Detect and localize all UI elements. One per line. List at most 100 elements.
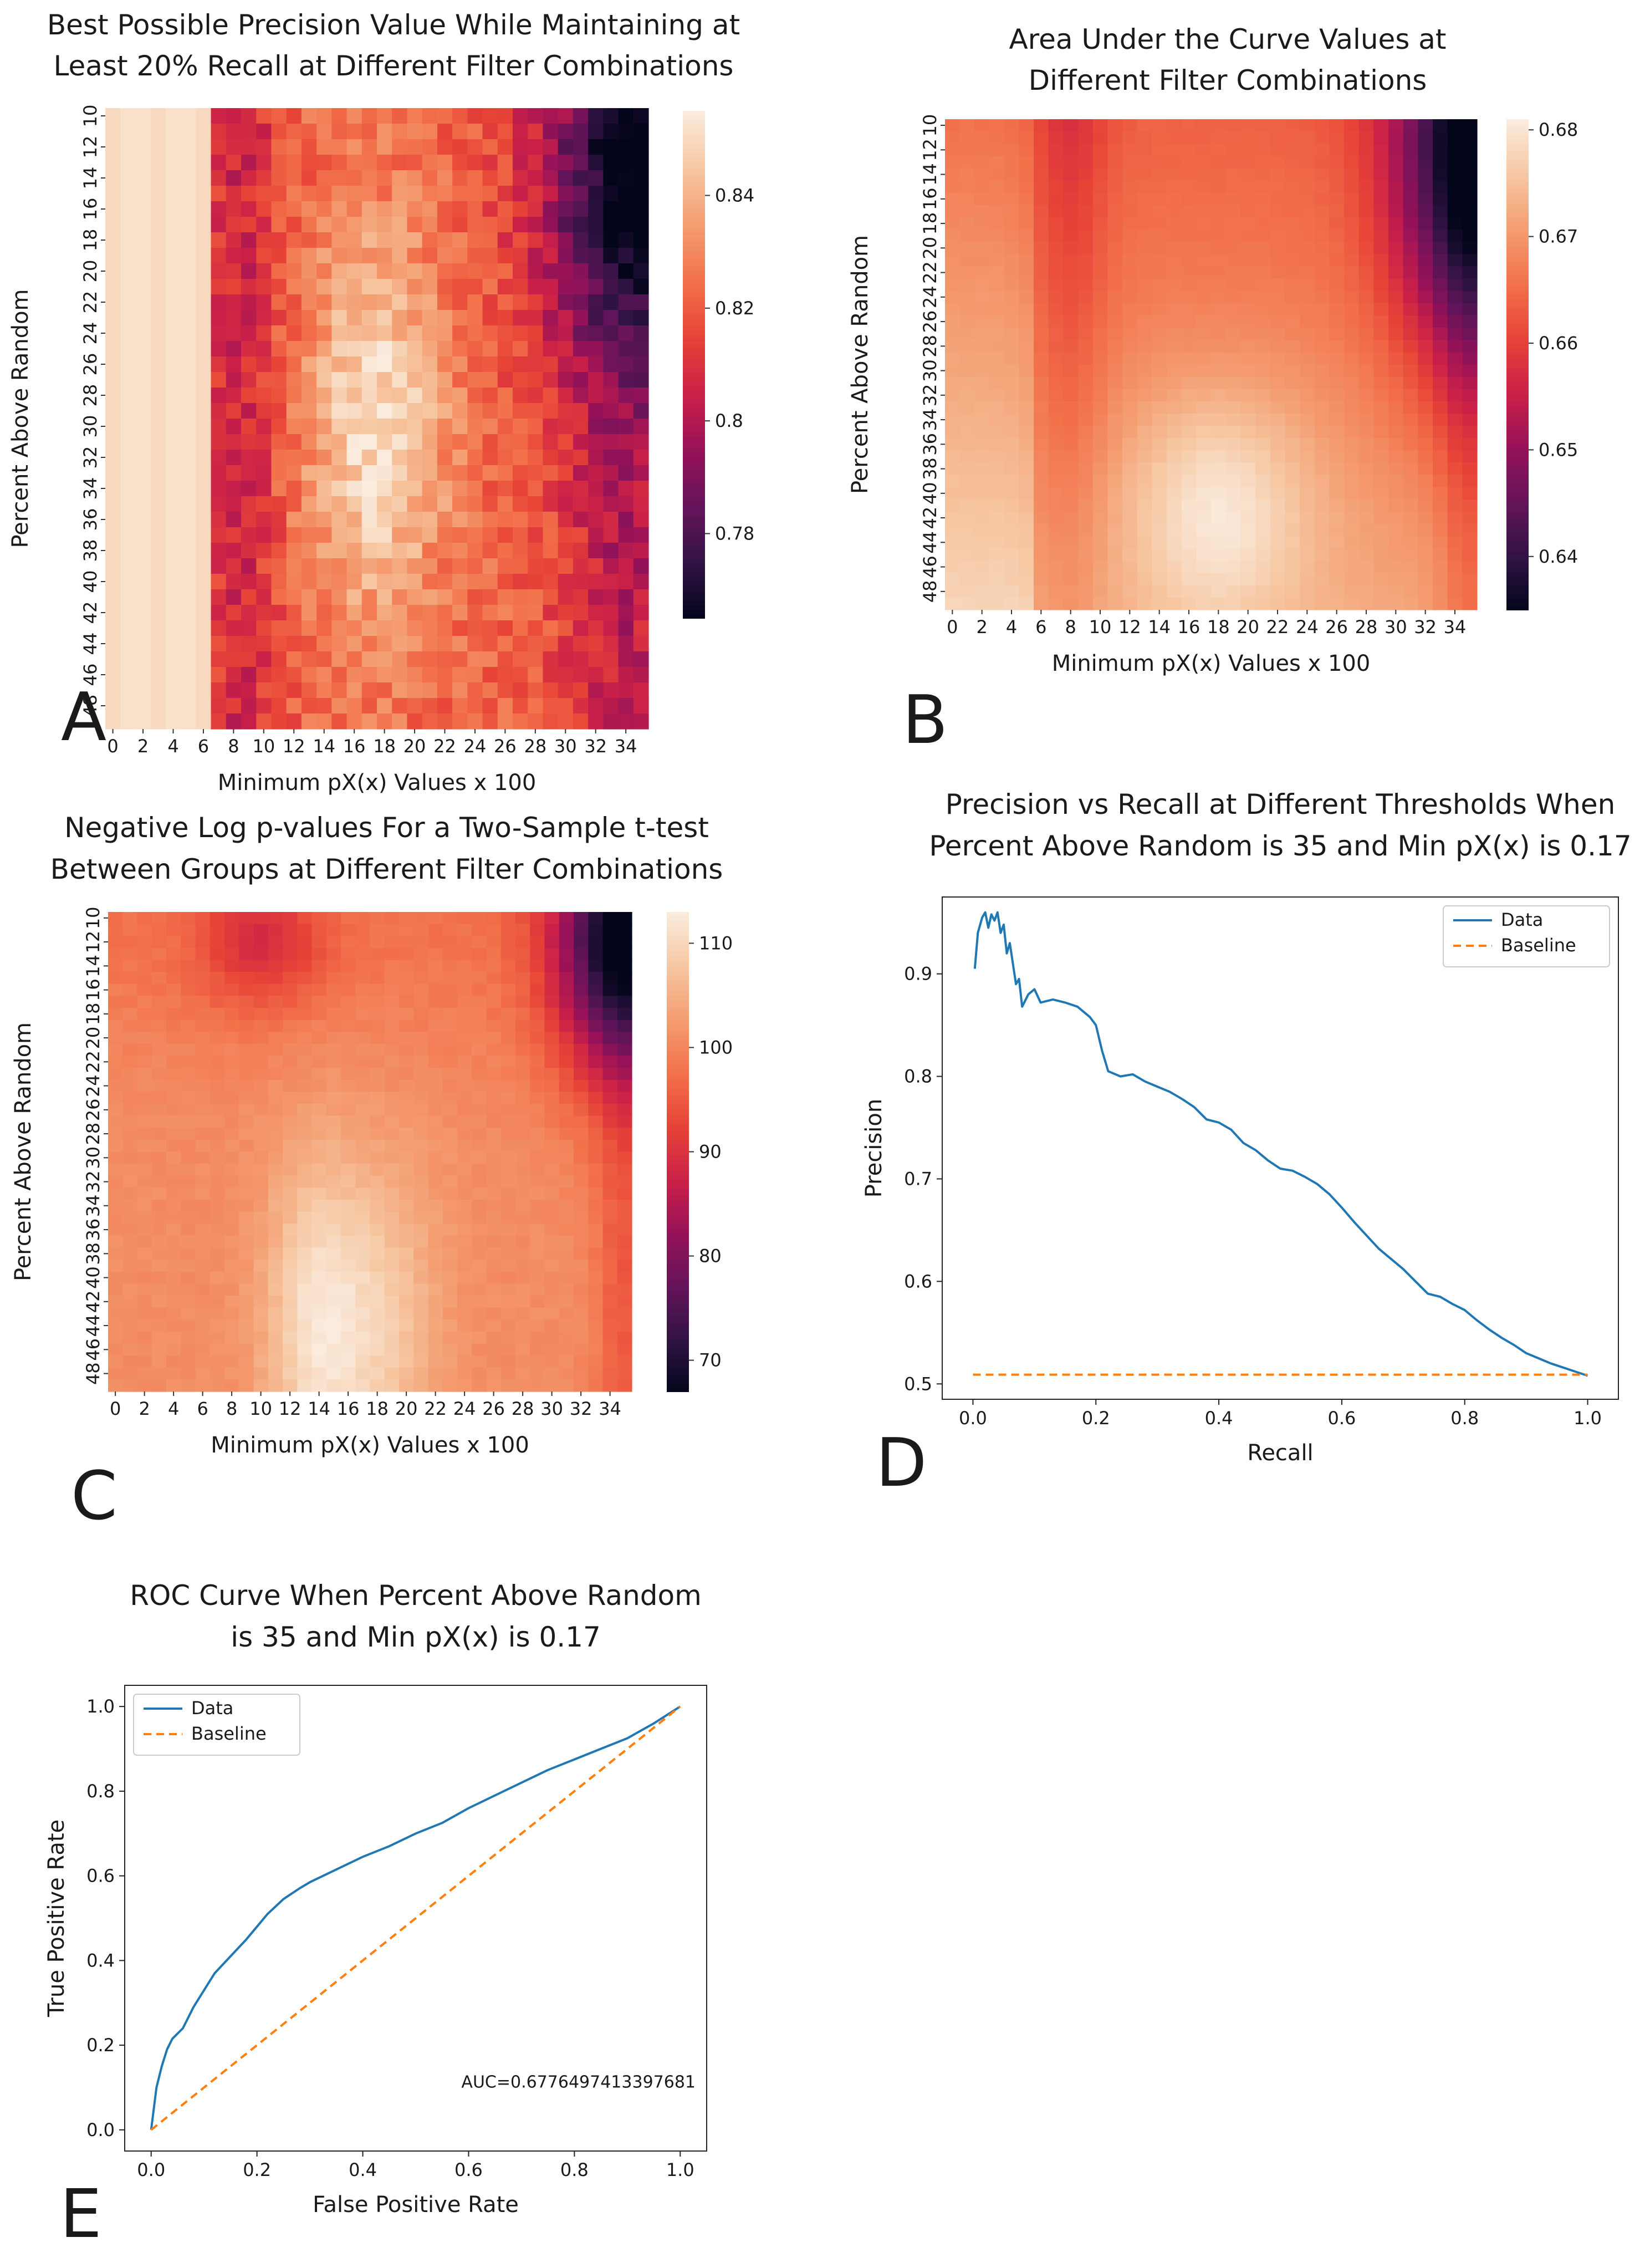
heatmap-cell xyxy=(341,1379,356,1392)
heatmap-cell xyxy=(1433,499,1448,512)
heatmap-cell xyxy=(331,667,348,683)
heatmap-cell xyxy=(399,1296,414,1308)
heatmap-cell xyxy=(122,1379,138,1392)
heatmap-cell xyxy=(120,124,136,140)
heatmap-cell xyxy=(166,1271,181,1284)
heatmap-cell xyxy=(346,155,362,171)
heatmap-cell xyxy=(1092,303,1108,316)
heatmap-cell xyxy=(543,481,559,497)
y-axis-label: Precision xyxy=(861,1099,887,1197)
heatmap-cell xyxy=(588,936,604,949)
heatmap-cell xyxy=(513,263,528,279)
heatmap-cell xyxy=(377,139,392,155)
x-tick-label: 18 xyxy=(366,1398,389,1419)
heatmap-cell xyxy=(413,1211,429,1224)
heatmap-cell xyxy=(603,605,619,621)
heatmap-cell xyxy=(588,1139,604,1153)
heatmap-cell xyxy=(1285,242,1300,254)
heatmap-cell xyxy=(105,465,121,481)
heatmap-cell xyxy=(528,651,544,667)
colorbar-segment xyxy=(1506,172,1529,177)
heatmap-cell xyxy=(618,372,634,388)
heatmap-cell xyxy=(181,1283,196,1296)
heatmap-cell xyxy=(355,1139,371,1153)
heatmap-cell xyxy=(1447,242,1463,254)
heatmap-cell xyxy=(573,574,589,590)
heatmap-cell xyxy=(384,1343,400,1356)
heatmap-cell xyxy=(513,620,528,636)
heatmap-cell xyxy=(122,1260,138,1272)
heatmap-cell xyxy=(945,401,961,414)
heatmap-cell xyxy=(989,512,1005,524)
colorbar-segment xyxy=(667,1296,689,1301)
heatmap-cell xyxy=(544,960,560,972)
heatmap-cell xyxy=(165,667,181,683)
heatmap-cell xyxy=(633,155,649,171)
heatmap-cell xyxy=(1078,475,1094,488)
heatmap-cell xyxy=(181,1379,196,1392)
heatmap-cell xyxy=(1181,266,1197,279)
heatmap-cell xyxy=(1063,192,1079,206)
heatmap-cell xyxy=(122,1104,138,1117)
heatmap-cell xyxy=(544,1175,560,1188)
heatmap-cell xyxy=(1447,512,1463,524)
heatmap-cell xyxy=(1447,315,1463,328)
heatmap-cell xyxy=(1373,303,1389,316)
heatmap-cell xyxy=(617,1235,632,1248)
heatmap-cell xyxy=(407,403,423,419)
heatmap-cell xyxy=(558,481,574,497)
heatmap-cell xyxy=(617,1043,632,1057)
heatmap-cell xyxy=(472,1104,487,1117)
heatmap-cell xyxy=(452,201,468,217)
heatmap-cell xyxy=(486,1319,502,1332)
heatmap-cell xyxy=(588,1211,604,1224)
heatmap-cell xyxy=(108,924,123,936)
heatmap-cell xyxy=(452,310,468,326)
heatmap-cell xyxy=(457,983,472,996)
heatmap-cell xyxy=(1181,376,1197,390)
heatmap-cell xyxy=(497,248,513,264)
heatmap-cell xyxy=(1344,230,1360,242)
heatmap-cell xyxy=(497,186,513,202)
heatmap-cell xyxy=(543,512,559,528)
heatmap-cell xyxy=(1255,512,1271,524)
heatmap-cell xyxy=(959,230,975,242)
heatmap-cell xyxy=(370,1139,385,1153)
heatmap-cell xyxy=(500,1115,516,1128)
heatmap-cell xyxy=(268,1379,283,1392)
heatmap-cell xyxy=(1358,560,1374,574)
heatmap-cell xyxy=(377,527,392,543)
heatmap-cell xyxy=(1167,340,1182,353)
heatmap-cell xyxy=(239,1079,254,1092)
heatmap-cell xyxy=(486,1128,502,1140)
heatmap-cell xyxy=(1092,475,1108,488)
heatmap-cell xyxy=(528,263,544,279)
heatmap-cell xyxy=(384,1068,400,1081)
heatmap-cell xyxy=(283,1151,298,1164)
heatmap-cell xyxy=(497,419,513,435)
heatmap-cell xyxy=(1048,376,1064,390)
y-axis-label: Percent Above Random xyxy=(8,289,33,548)
heatmap-cell xyxy=(331,217,348,233)
heatmap-cell xyxy=(1196,462,1212,476)
heatmap-cell xyxy=(437,667,453,683)
heatmap-cell xyxy=(497,310,513,326)
heatmap-cell xyxy=(399,1079,414,1092)
heatmap-cell xyxy=(1403,401,1418,414)
colorbar-segment xyxy=(1506,139,1529,145)
colorbar-segment xyxy=(683,436,705,441)
heatmap-cell xyxy=(326,1200,341,1212)
heatmap-cell xyxy=(166,1211,181,1224)
colorbar-segment xyxy=(683,487,705,492)
heatmap-cell xyxy=(513,481,528,497)
heatmap-cell xyxy=(482,388,498,404)
heatmap-cell xyxy=(226,450,242,466)
heatmap-cell xyxy=(1048,364,1064,378)
heatmap-cell xyxy=(341,1260,356,1272)
heatmap-cell xyxy=(472,1331,487,1344)
heatmap-cell xyxy=(271,108,287,124)
heatmap-cell xyxy=(1314,266,1330,279)
heatmap-cell xyxy=(181,527,196,543)
heatmap-cell xyxy=(1433,168,1448,181)
heatmap-cell xyxy=(486,1115,502,1128)
